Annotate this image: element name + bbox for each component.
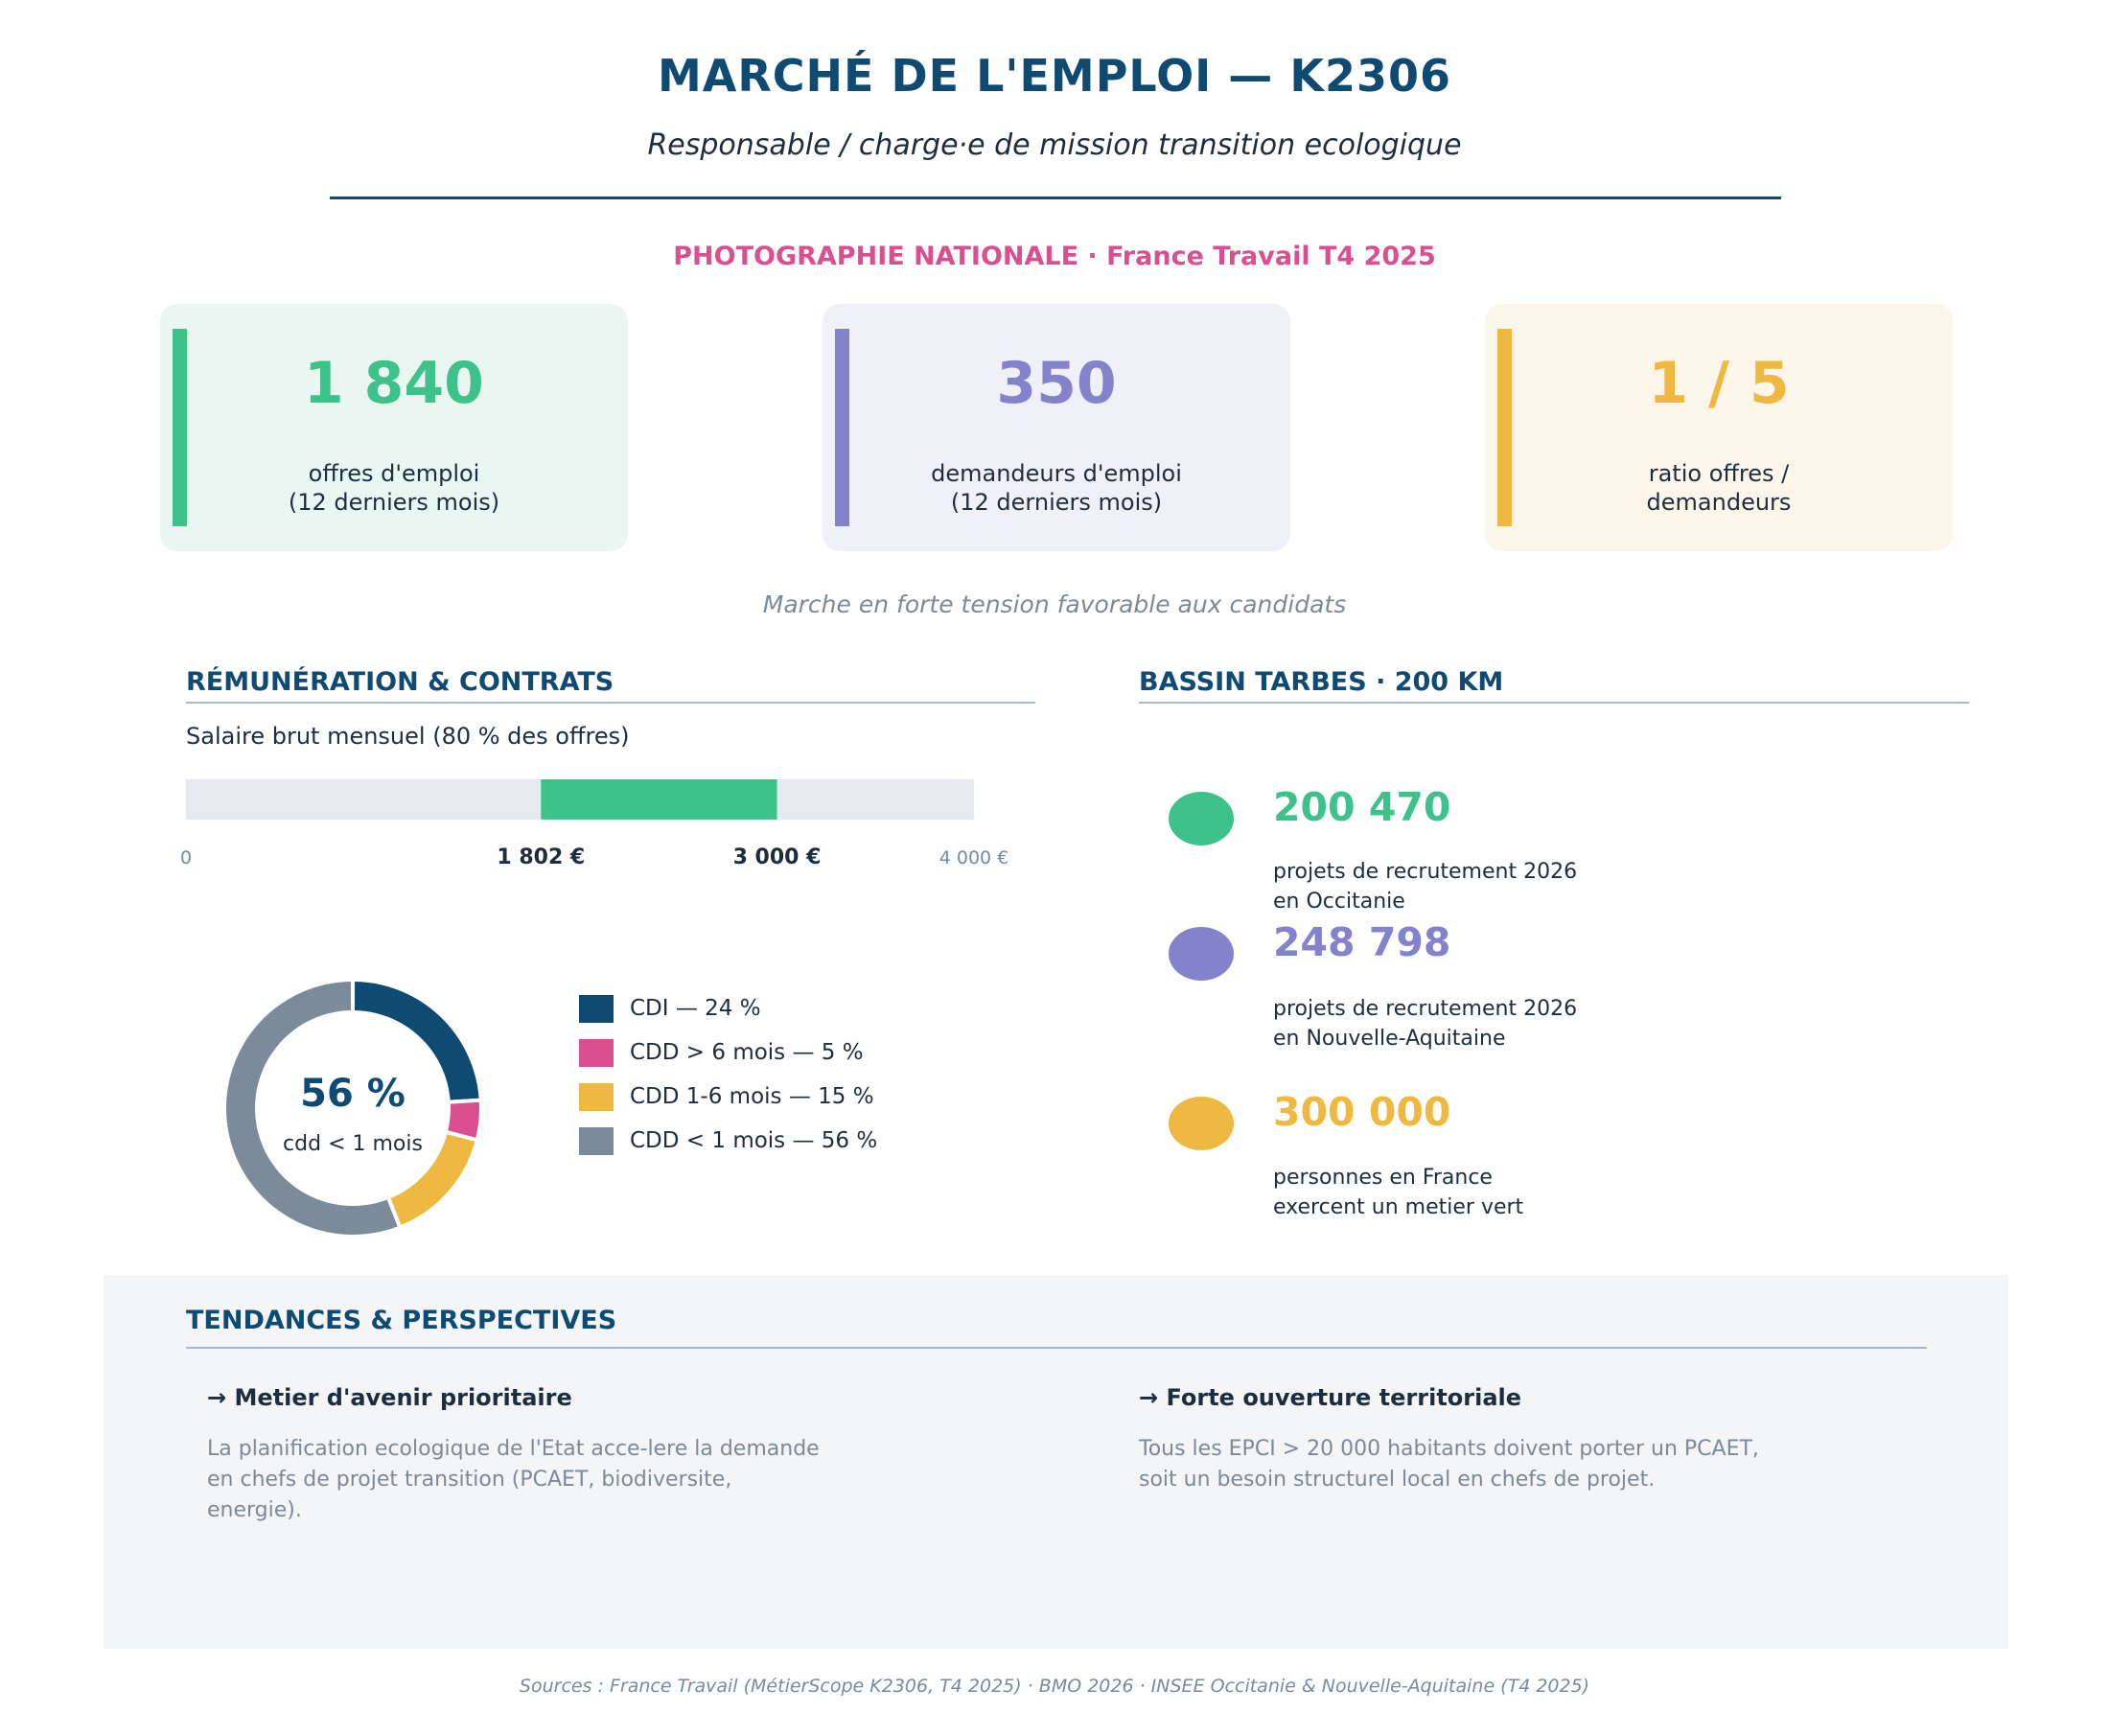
donut-center-value: 56 % [300,1072,406,1116]
kpi-accent-bar [173,329,187,526]
salary-range-bar [541,779,777,820]
kpi-label: ratio offres / demandeurs [1646,460,1792,516]
trend-title: → Forte ouverture territoriale [1139,1384,1522,1411]
bassin-dot-icon [1169,927,1234,981]
bassin-divider [1139,702,1969,704]
trend-text: Tous les EPCI > 20 000 habitants doivent… [1139,1437,1759,1492]
bassin-value: 248 798 [1273,919,1451,965]
bassin-desc: projets de recrutement 2026 en Nouvelle-… [1273,997,1578,1051]
bassin-dot-icon [1169,1097,1234,1150]
legend-swatch [579,1039,614,1067]
trend-text: La planification ecologique de l'Etat ac… [207,1437,820,1522]
page-subtitle: Responsable / charge·e de mission transi… [647,128,1462,162]
donut-slice-3 [222,977,403,1238]
bassin-desc: personnes en France exercent un metier v… [1273,1166,1524,1219]
donut-center-label: cdd < 1 mois [283,1132,423,1156]
tension-note: Marche en forte tension favorable aux ca… [762,590,1347,618]
kpi-accent-bar [1497,329,1512,526]
bassin-dot-icon [1169,792,1234,845]
trends-heading: TENDANCES & PERSPECTIVES [186,1306,617,1335]
kpi-card-offres: 1 840 offres d'emploi (12 derniers mois) [160,304,628,551]
sources-footnote: Sources : France Travail (MétierScope K2… [519,1676,1590,1697]
remuneration-divider [186,702,1035,704]
kpi-value: 1 / 5 [1648,350,1790,417]
salary-tick-max: 4 000 € [939,847,1009,868]
kpi-accent-bar [835,329,849,526]
kpi-card-ratio: 1 / 5 ratio offres / demandeurs [1485,304,1953,551]
bassin-value: 200 470 [1273,784,1451,830]
salary-tick-low: 1 802 € [497,845,585,869]
legend-label: CDD > 6 mois — 5 % [630,1040,864,1065]
salary-tick-min: 0 [180,847,192,868]
trends-divider [186,1347,1927,1349]
trend-title: → Metier d'avenir prioritaire [207,1384,572,1411]
trends-panel [104,1275,2008,1649]
legend-swatch [579,1127,614,1155]
salary-tick-high: 3 000 € [733,845,822,869]
title-divider [330,197,1781,199]
remuneration-heading: RÉMUNÉRATION & CONTRATS [186,667,614,697]
section-label: PHOTOGRAPHIE NATIONALE · France Travail … [673,242,1436,271]
bassin-desc: projets de recrutement 2026 en Occitanie [1273,860,1578,914]
legend-swatch [579,995,614,1023]
page-title: MARCHÉ DE L'EMPLOI — K2306 [657,50,1451,102]
kpi-label: offres d'emploi (12 derniers mois) [288,460,500,516]
contract-donut-chart: 56 % cdd < 1 mois [222,977,483,1238]
kpi-value: 1 840 [304,350,484,417]
salary-label: Salaire brut mensuel (80 % des offres) [186,723,630,750]
legend-swatch [579,1083,614,1111]
legend-label: CDD < 1 mois — 56 % [630,1128,878,1153]
bassin-heading: BASSIN TARBES · 200 KM [1139,667,1504,697]
kpi-label: demandeurs d'emploi (12 derniers mois) [931,460,1182,516]
legend-label: CDI — 24 % [630,996,761,1021]
bassin-value: 300 000 [1273,1089,1451,1135]
kpi-card-demandeurs: 350 demandeurs d'emploi (12 derniers moi… [823,304,1290,551]
kpi-value: 350 [996,350,1117,417]
legend-label: CDD 1-6 mois — 15 % [630,1084,874,1109]
